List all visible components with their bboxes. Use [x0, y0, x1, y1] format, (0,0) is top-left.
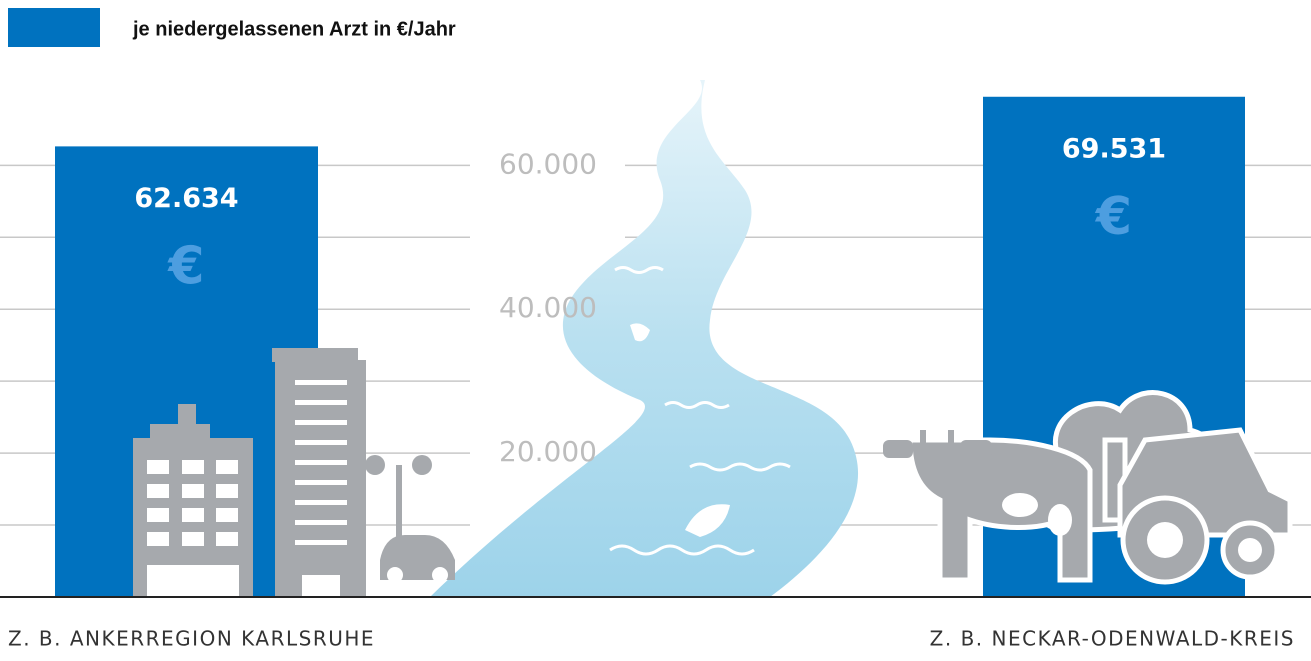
bar-symbol: € [1095, 187, 1132, 247]
legend-swatch [8, 8, 100, 47]
waves [609, 266, 791, 556]
countryside [907, 390, 1293, 585]
windows [147, 380, 448, 598]
illustrations [133, 80, 1293, 598]
y-tick-label: 20.000 [499, 435, 597, 468]
fish [630, 323, 730, 537]
y-tick-label: 40.000 [499, 291, 597, 324]
bar-symbol: € [167, 236, 204, 296]
labels: 20.000 40.000 60.000 62.634 €69.531 € Z. B. AN… [8, 133, 1295, 651]
x-tick-label: Z. B. NECKAR-ODENWALD-KREIS [930, 627, 1295, 651]
x-tick-label: Z. B. ANKERREGION KARLSRUHE [8, 627, 375, 651]
cow-head [883, 430, 992, 458]
value-label: 62.634 [134, 183, 238, 214]
y-tick-label: 60.000 [499, 147, 597, 180]
legend-label: je niedergelassenen Arzt in €/Jahr [132, 18, 456, 40]
cow-spots [1002, 493, 1262, 562]
value-label: 69.531 [1062, 133, 1166, 164]
